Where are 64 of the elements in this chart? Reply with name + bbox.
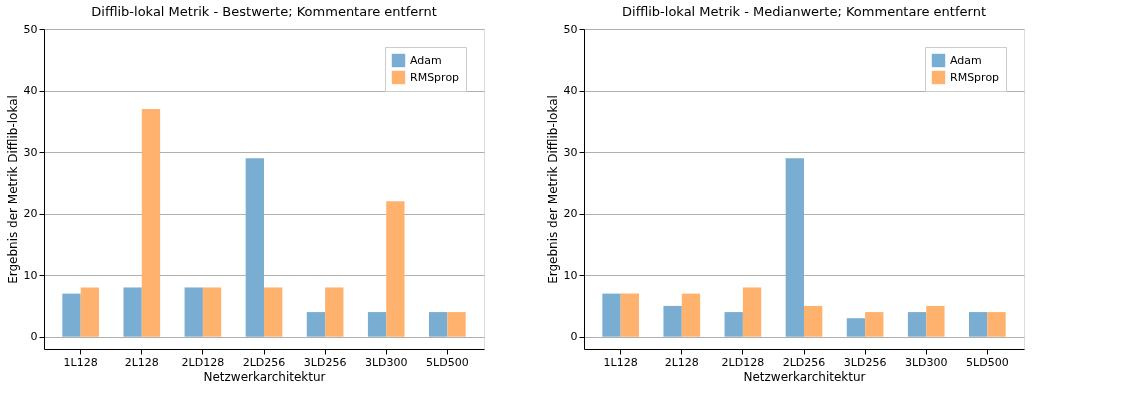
bar: [804, 305, 823, 337]
legend-label: Adam: [950, 53, 982, 67]
bar: [447, 312, 466, 337]
x-tick-label: 3LD256: [843, 355, 887, 369]
x-tick-label: 2LD128: [181, 355, 225, 369]
legend-label: RMSprop: [410, 70, 460, 84]
bar: [846, 318, 866, 337]
y-tick-label: 50: [563, 22, 578, 36]
x-tick-label: 2LD128: [721, 355, 765, 369]
y-tick-label: 50: [23, 22, 38, 36]
bar: [742, 287, 762, 337]
x-axis-title: Netzwerkarchitektur: [743, 369, 866, 384]
chart-title: Difflib-lokal Metrik - Medianwerte; Kommentare entfernt: [622, 4, 986, 19]
y-tick-label: 0: [570, 330, 578, 344]
bar: [724, 312, 743, 337]
bar: [865, 312, 884, 337]
bar: [264, 287, 283, 337]
legend-label: Adam: [410, 53, 442, 67]
bar: [907, 312, 927, 337]
bar: [663, 305, 682, 337]
bar: [386, 201, 405, 337]
bar: [785, 158, 804, 337]
y-tick-label: 20: [23, 207, 38, 221]
x-tick-label: 2LD256: [782, 355, 826, 369]
bar: [325, 287, 344, 337]
x-tick-label: 3LD256: [303, 355, 347, 369]
bar: [620, 293, 639, 337]
chart-title: Difflib-lokal Metrik - Bestwerte; Kommentare entfernt: [91, 4, 437, 19]
bar: [429, 312, 448, 337]
x-tick-label: 3LD300: [904, 355, 948, 369]
bar: [926, 305, 945, 337]
y-axis-title: Ergebnis der Metrik Difflib-lokal: [545, 95, 560, 284]
bar: [602, 293, 621, 337]
x-tick-label: 2LD256: [242, 355, 286, 369]
y-axis-title: Ergebnis der Metrik Difflib-lokal: [5, 95, 20, 284]
x-tick-label: 5LD500: [966, 355, 1009, 369]
y-tick-label: 10: [23, 268, 38, 282]
bar: [123, 287, 142, 337]
y-tick-label: 20: [563, 207, 578, 221]
y-tick-label: 30: [563, 145, 578, 159]
x-axis-title: Netzwerkarchitektur: [203, 369, 326, 384]
y-tick-label: 0: [30, 330, 38, 344]
x-tick-label: 2L128: [664, 355, 699, 369]
legend-label: RMSprop: [950, 70, 1000, 84]
bar: [245, 158, 264, 337]
x-tick-label: 2L128: [124, 355, 159, 369]
x-tick-label: 1L128: [603, 355, 638, 369]
bar: [184, 287, 203, 337]
y-tick-label: 10: [563, 268, 578, 282]
x-tick-label: 5LD500: [426, 355, 469, 369]
bar: [202, 287, 222, 337]
bar: [62, 293, 81, 337]
bar: [141, 109, 161, 337]
x-tick-label: 1L128: [63, 355, 98, 369]
bar: [367, 312, 387, 337]
y-tick-label: 30: [23, 145, 38, 159]
y-tick-label: 40: [23, 84, 38, 98]
bar: [306, 312, 326, 337]
bar: [987, 312, 1006, 337]
bar: [80, 287, 99, 337]
y-tick-label: 40: [563, 84, 578, 98]
x-tick-label: 3LD300: [364, 355, 408, 369]
bar: [681, 293, 701, 337]
bar: [969, 312, 988, 337]
